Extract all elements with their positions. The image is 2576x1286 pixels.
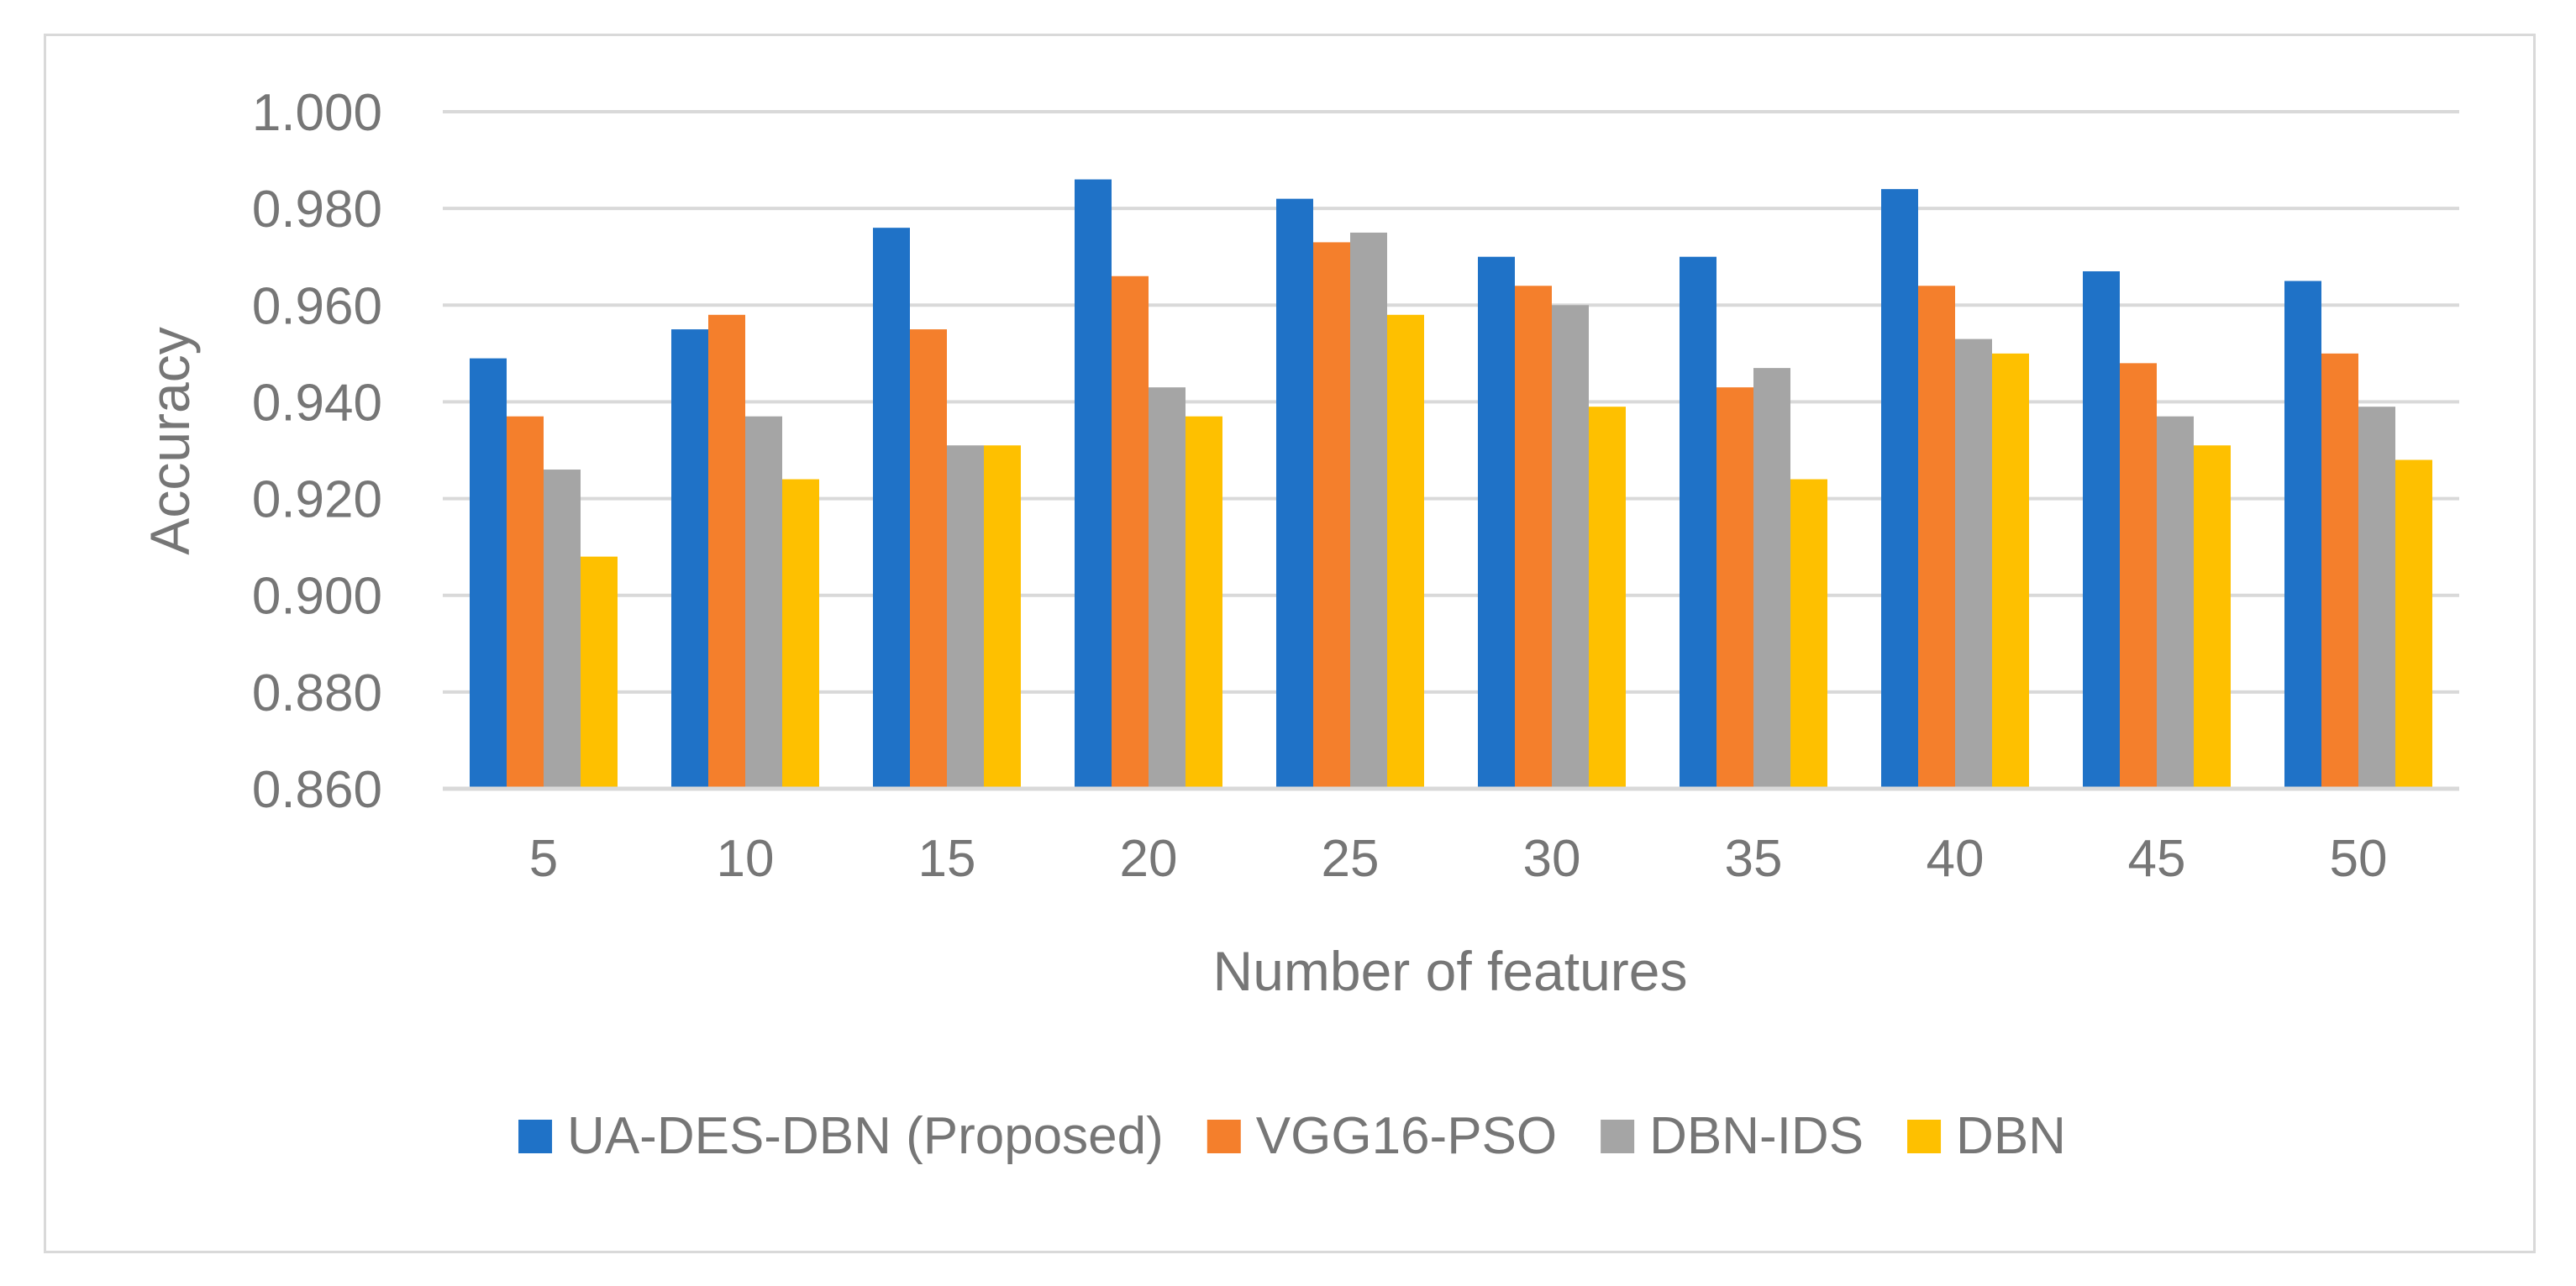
bar-dbn-ids-30 — [1552, 305, 1589, 789]
bar-dbn-ids-50 — [2358, 407, 2395, 789]
bar-vgg16-pso-10 — [708, 314, 745, 789]
y-tick-label: 0.940 — [252, 374, 382, 432]
bar-dbn-25 — [1387, 314, 1424, 789]
bar-dbn-35 — [1790, 479, 1827, 789]
bar-dbn-ids-35 — [1753, 368, 1790, 789]
bar-vgg16-pso-30 — [1515, 286, 1552, 789]
bar-ua-des-dbn-proposed-20 — [1075, 179, 1112, 790]
bar-ua-des-dbn-proposed-40 — [1881, 189, 1918, 790]
bar-vgg16-pso-50 — [2321, 353, 2358, 789]
bar-dbn-ids-45 — [2157, 416, 2194, 789]
x-tick-label: 5 — [529, 830, 558, 888]
bar-ua-des-dbn-proposed-25 — [1276, 198, 1313, 790]
y-tick-label: 0.920 — [252, 471, 382, 529]
bar-vgg16-pso-35 — [1716, 387, 1753, 789]
accuracy-bar-chart: 0.860 0.880 0.900 0.920 0.940 0.960 0.980 1.000… — [139, 84, 2459, 1165]
bar-ua-des-dbn-proposed-10 — [671, 329, 708, 790]
y-tick-label: 0.900 — [252, 568, 382, 626]
bar-ua-des-dbn-proposed-35 — [1680, 256, 1716, 789]
legend: UA-DES-DBN (Proposed) VGG16-PSO DBN-IDS DBN — [518, 1107, 2066, 1165]
bar-vgg16-pso-5 — [507, 416, 544, 789]
y-tick-label: 1.000 — [252, 84, 382, 142]
bar-vgg16-pso-15 — [910, 329, 947, 790]
x-tick-label: 45 — [2128, 830, 2186, 888]
bar-dbn-10 — [782, 479, 819, 789]
bars — [470, 179, 2432, 790]
bar-vgg16-pso-20 — [1112, 276, 1149, 789]
y-axis-title: Accuracy — [139, 327, 201, 554]
legend-label: DBN-IDS — [1649, 1107, 1864, 1165]
bar-dbn-30 — [1589, 407, 1626, 789]
x-tick-label: 20 — [1120, 830, 1178, 888]
bar-dbn-40 — [1992, 353, 2029, 789]
bar-ua-des-dbn-proposed-15 — [873, 228, 910, 789]
chart-frame: 0.860 0.880 0.900 0.920 0.940 0.960 0.980 1.000… — [44, 34, 2536, 1253]
bar-dbn-5 — [581, 556, 618, 789]
bar-ua-des-dbn-proposed-5 — [470, 358, 507, 790]
bar-dbn-ids-20 — [1149, 387, 1185, 789]
legend-swatch — [518, 1120, 553, 1153]
bar-vgg16-pso-45 — [2120, 363, 2157, 789]
bar-ua-des-dbn-proposed-50 — [2284, 281, 2321, 789]
bar-dbn-ids-15 — [947, 445, 984, 789]
bar-dbn-ids-10 — [745, 416, 782, 789]
y-tick-label: 0.980 — [252, 181, 382, 239]
bar-dbn-20 — [1185, 416, 1222, 789]
bar-dbn-ids-40 — [1955, 339, 1992, 790]
x-axis-title: Number of features — [1213, 940, 1688, 1002]
x-tick-label: 10 — [717, 830, 775, 888]
bar-dbn-ids-5 — [544, 470, 581, 789]
x-tick-label: 40 — [1927, 830, 1985, 888]
bar-ua-des-dbn-proposed-45 — [2083, 270, 2120, 789]
legend-swatch — [1601, 1120, 1635, 1153]
legend-swatch — [1907, 1120, 1942, 1153]
x-tick-label: 50 — [2330, 830, 2388, 888]
bar-dbn-50 — [2395, 459, 2432, 789]
bar-vgg16-pso-40 — [1918, 286, 1955, 789]
legend-swatch — [1207, 1120, 1241, 1153]
axes: 0.860 0.880 0.900 0.920 0.940 0.960 0.980 1.000… — [252, 84, 2459, 888]
y-tick-label: 0.880 — [252, 664, 382, 722]
y-tick-label: 0.860 — [252, 761, 382, 819]
x-tick-label: 30 — [1523, 830, 1581, 888]
bar-vgg16-pso-25 — [1313, 242, 1350, 789]
legend-label: VGG16-PSO — [1256, 1107, 1557, 1165]
bar-dbn-ids-25 — [1350, 232, 1387, 789]
legend-label: DBN — [1956, 1107, 2066, 1165]
bar-dbn-15 — [984, 445, 1021, 789]
bar-dbn-45 — [2194, 445, 2231, 789]
y-tick-label: 0.960 — [252, 277, 382, 335]
legend-label: UA-DES-DBN (Proposed) — [567, 1107, 1164, 1165]
x-tick-label: 35 — [1725, 830, 1783, 888]
bar-ua-des-dbn-proposed-30 — [1478, 256, 1515, 789]
x-tick-label: 15 — [918, 830, 976, 888]
x-tick-label: 25 — [1322, 830, 1380, 888]
